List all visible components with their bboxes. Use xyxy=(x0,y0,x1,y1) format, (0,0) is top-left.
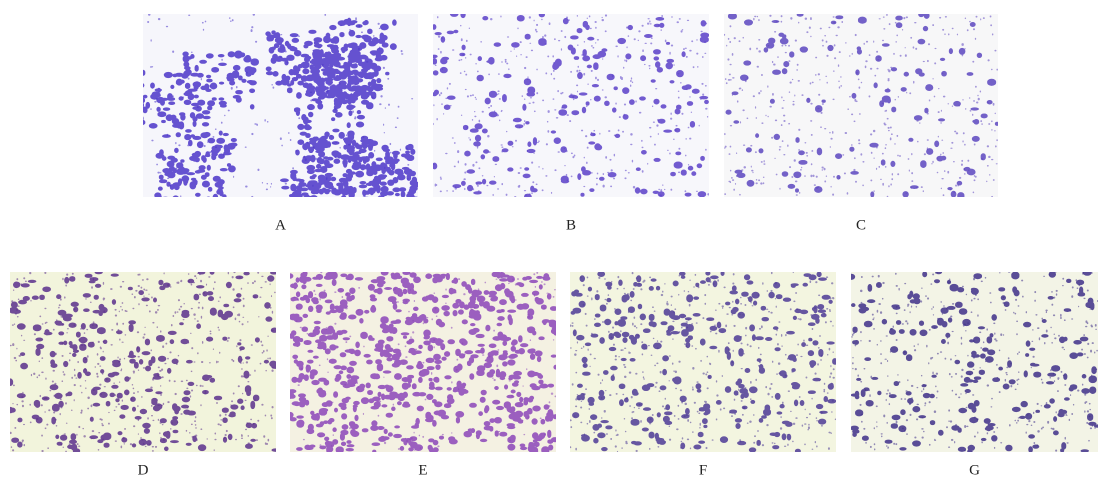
cells xyxy=(570,272,836,452)
micrograph-panel: C xyxy=(724,14,998,233)
panel-label: C xyxy=(856,217,866,233)
panel-label: A xyxy=(275,217,286,233)
micrograph-panel: F xyxy=(570,272,836,478)
micrograph-panel: G xyxy=(851,272,1098,478)
micrograph-panel: D xyxy=(10,272,276,478)
pores xyxy=(433,14,709,197)
cells xyxy=(290,272,556,452)
micrograph-panel: A xyxy=(143,14,418,233)
panel-label: G xyxy=(969,462,980,478)
micrograph-background xyxy=(433,14,709,197)
cells xyxy=(433,14,709,197)
micrograph-panel: B xyxy=(433,14,709,233)
panel-label: D xyxy=(138,462,149,478)
cells xyxy=(725,14,998,197)
panel-label: F xyxy=(699,462,707,478)
cells xyxy=(143,17,418,197)
cells xyxy=(10,272,276,452)
panel-label: E xyxy=(418,462,427,478)
panel-label: B xyxy=(566,217,576,233)
micrograph-panel: E xyxy=(290,272,556,478)
